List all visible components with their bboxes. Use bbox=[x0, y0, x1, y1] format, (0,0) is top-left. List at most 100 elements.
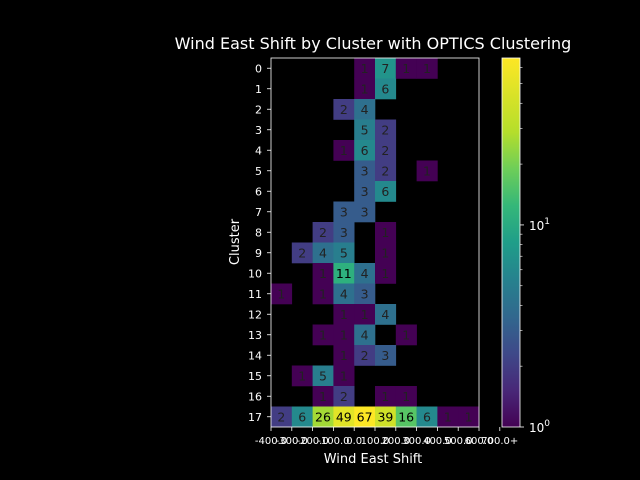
y-tick-label: 7 bbox=[255, 206, 262, 219]
cell-value-label: 2 bbox=[381, 163, 389, 178]
heatmap-cell bbox=[375, 406, 397, 428]
heatmap-cell bbox=[333, 222, 355, 243]
cell-value-label: 2 bbox=[340, 389, 348, 404]
heatmap-cell bbox=[312, 324, 334, 346]
y-tick-label: 0 bbox=[255, 62, 262, 75]
cell-value-label: 5 bbox=[361, 122, 369, 137]
cell-value-label: 1 bbox=[444, 409, 452, 424]
cell-value-label: 7 bbox=[381, 61, 389, 76]
heatmap-cell bbox=[333, 140, 355, 161]
cell-value-label: 4 bbox=[361, 327, 369, 342]
cell-value-label: 39 bbox=[377, 409, 393, 424]
cell-value-label: 1 bbox=[340, 327, 348, 342]
colorbar-tick-label: 100 bbox=[529, 419, 550, 435]
heatmap-cell bbox=[333, 99, 355, 120]
cell-value-label: 6 bbox=[423, 409, 431, 424]
heatmap-cell bbox=[375, 222, 397, 243]
cell-value-label: 1 bbox=[423, 163, 431, 178]
heatmap-cell bbox=[458, 406, 480, 428]
cell-value-label: 4 bbox=[319, 245, 327, 260]
cell-value-label: 1 bbox=[340, 143, 348, 158]
cell-value-label: 6 bbox=[361, 143, 369, 158]
heatmap-cell bbox=[395, 406, 417, 428]
heatmap-cell bbox=[333, 283, 355, 305]
y-tick-label: 2 bbox=[255, 103, 262, 116]
cell-value-label: 1 bbox=[361, 81, 369, 96]
x-tick-label: 100.0 bbox=[361, 436, 390, 447]
heatmap-cell bbox=[354, 78, 376, 100]
cell-value-label: 4 bbox=[381, 307, 389, 322]
cell-value-label: 1 bbox=[340, 348, 348, 363]
cell-value-label: 1 bbox=[340, 307, 348, 322]
y-tick-label: 8 bbox=[255, 226, 262, 239]
heatmap-cell bbox=[375, 263, 397, 284]
cell-value-label: 5 bbox=[319, 368, 327, 383]
cell-value-label: 67 bbox=[357, 409, 373, 424]
cell-value-label: 1 bbox=[319, 327, 327, 342]
heatmap-cell bbox=[375, 181, 397, 202]
x-axis-ticks: -400.0-300.0-200.0-100.00.0100.0200.0300… bbox=[255, 427, 518, 447]
heatmap-cell bbox=[333, 345, 355, 366]
cell-value-label: 1 bbox=[423, 61, 431, 76]
cell-value-label: 1 bbox=[319, 266, 327, 281]
x-tick-label: 300.0 bbox=[402, 436, 431, 447]
cell-value-label: 3 bbox=[340, 204, 348, 219]
cell-value-label: 1 bbox=[402, 389, 410, 404]
heatmap-cell bbox=[416, 406, 438, 428]
x-tick-label: 400.0 bbox=[423, 436, 452, 447]
heatmap-cell bbox=[333, 201, 355, 223]
heatmap-cell bbox=[333, 365, 355, 387]
y-tick-label: 6 bbox=[255, 185, 262, 198]
cell-value-label: 11 bbox=[336, 266, 352, 281]
heatmap-cell bbox=[375, 345, 397, 366]
cell-value-label: 4 bbox=[361, 102, 369, 117]
heatmap-cell bbox=[354, 201, 376, 223]
heatmap-cell bbox=[354, 119, 376, 141]
heatmap-cell bbox=[416, 58, 438, 79]
y-axis-label: Cluster bbox=[228, 218, 243, 265]
heatmap-cell bbox=[437, 406, 459, 428]
heatmap-cell bbox=[354, 181, 376, 202]
x-tick-label: -400.0 bbox=[255, 436, 287, 447]
cell-value-label: 1 bbox=[381, 389, 389, 404]
y-tick-label: 13 bbox=[248, 329, 262, 342]
colorbar-tick-label: 101 bbox=[529, 217, 550, 233]
cell-value-label: 3 bbox=[361, 184, 369, 199]
cell-value-label: 2 bbox=[298, 245, 306, 260]
heatmap-cell bbox=[333, 304, 355, 325]
heatmap-cell bbox=[354, 140, 376, 161]
cell-value-label: 4 bbox=[340, 286, 348, 301]
heatmap-cell bbox=[354, 99, 376, 120]
heatmap-cell bbox=[333, 386, 355, 407]
cell-value-label: 6 bbox=[381, 81, 389, 96]
x-tick-label: -100.0 bbox=[317, 436, 349, 447]
y-tick-label: 11 bbox=[248, 288, 262, 301]
x-tick-label: 500.0 bbox=[444, 436, 473, 447]
heatmap-cell bbox=[354, 160, 376, 182]
heatmap-cell bbox=[375, 160, 397, 182]
heatmap-cell bbox=[354, 283, 376, 305]
heatmap-cell bbox=[333, 324, 355, 346]
cell-value-label: 5 bbox=[340, 245, 348, 260]
cell-value-label: 1 bbox=[319, 286, 327, 301]
heatmap-cell bbox=[312, 263, 334, 284]
x-tick-label: -200.0 bbox=[296, 436, 328, 447]
cell-value-label: 2 bbox=[340, 102, 348, 117]
cell-value-label: 49 bbox=[336, 409, 352, 424]
cell-value-label: 4 bbox=[361, 266, 369, 281]
chart-title: Wind East Shift by Cluster with OPTICS C… bbox=[175, 34, 572, 53]
cell-value-label: 1 bbox=[277, 286, 285, 301]
x-tick-label: 200.0 bbox=[381, 436, 410, 447]
heatmap-cell bbox=[395, 58, 417, 79]
heatmap-cell bbox=[375, 58, 397, 79]
cell-value-label: 3 bbox=[361, 204, 369, 219]
heatmap-cell bbox=[333, 406, 355, 428]
heatmap-cell bbox=[291, 365, 313, 387]
cell-value-label: 6 bbox=[381, 184, 389, 199]
y-tick-label: 14 bbox=[248, 349, 262, 362]
heatmap-cell bbox=[375, 140, 397, 161]
cell-value-label: 3 bbox=[361, 286, 369, 301]
heatmap-cell bbox=[375, 304, 397, 325]
